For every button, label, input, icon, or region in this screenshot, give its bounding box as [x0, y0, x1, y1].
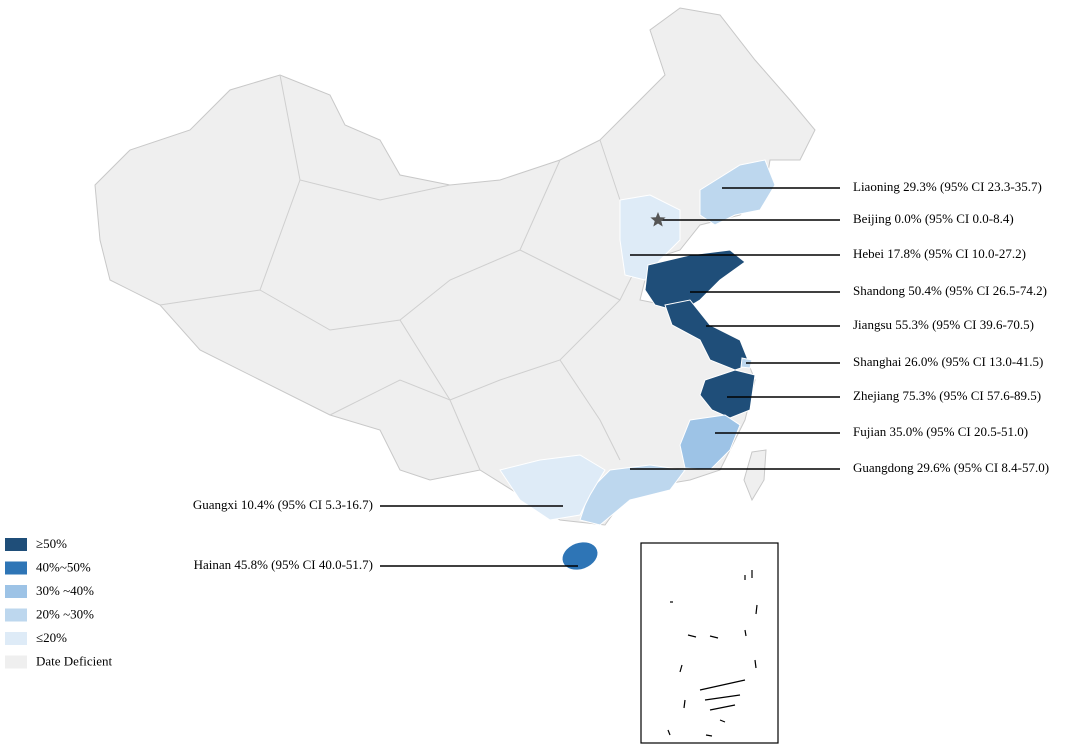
legend-swatch	[5, 655, 27, 669]
annotation-label: Shanghai 26.0% (95% CI 13.0-41.5)	[853, 354, 1043, 369]
legend-swatch	[5, 632, 27, 645]
legend-swatch	[5, 561, 27, 575]
legend-label: 20% ~30%	[36, 606, 94, 621]
provinces	[499, 159, 776, 570]
legend-label: Date Deficient	[36, 653, 113, 668]
legend-label: 30% ~40%	[36, 583, 94, 598]
legend-swatch	[5, 538, 27, 551]
province	[562, 542, 598, 570]
annotation-label: Jiangsu 55.3% (95% CI 39.6-70.5)	[853, 317, 1034, 332]
annotation-label: Guangdong 29.6% (95% CI 8.4-57.0)	[853, 460, 1049, 475]
inset-islands	[667, 570, 758, 737]
legend-swatch	[5, 608, 27, 622]
annotation-label: Liaoning 29.3% (95% CI 23.3-35.7)	[853, 179, 1042, 194]
annotation-label: Guangxi 10.4% (95% CI 5.3-16.7)	[193, 497, 373, 512]
province	[644, 249, 746, 313]
legend-swatch	[5, 585, 27, 598]
legend-label: 40%~50%	[36, 559, 91, 574]
annotation-label: Shandong 50.4% (95% CI 26.5-74.2)	[853, 283, 1047, 298]
capital-star	[650, 212, 666, 227]
internal-borders	[159, 74, 641, 471]
taiwan	[743, 449, 767, 502]
province	[699, 369, 756, 419]
legend-label: ≤20%	[36, 630, 67, 645]
annotation-label: Hainan 45.8% (95% CI 40.0-51.7)	[194, 557, 373, 572]
province	[619, 194, 681, 281]
annotation-label: Hebei 17.8% (95% CI 10.0-27.2)	[853, 246, 1026, 261]
province	[679, 414, 741, 471]
annotation-label: Beijing 0.0% (95% CI 0.0-8.4)	[853, 211, 1014, 226]
annotation-label: Fujian 35.0% (95% CI 20.5-51.0)	[853, 424, 1028, 439]
annotation-label: Zhejiang 75.3% (95% CI 57.6-89.5)	[853, 388, 1041, 403]
inset-frame	[640, 542, 779, 744]
province	[699, 159, 776, 226]
leader-lines	[380, 187, 840, 567]
legend-label: ≥50%	[36, 536, 67, 551]
